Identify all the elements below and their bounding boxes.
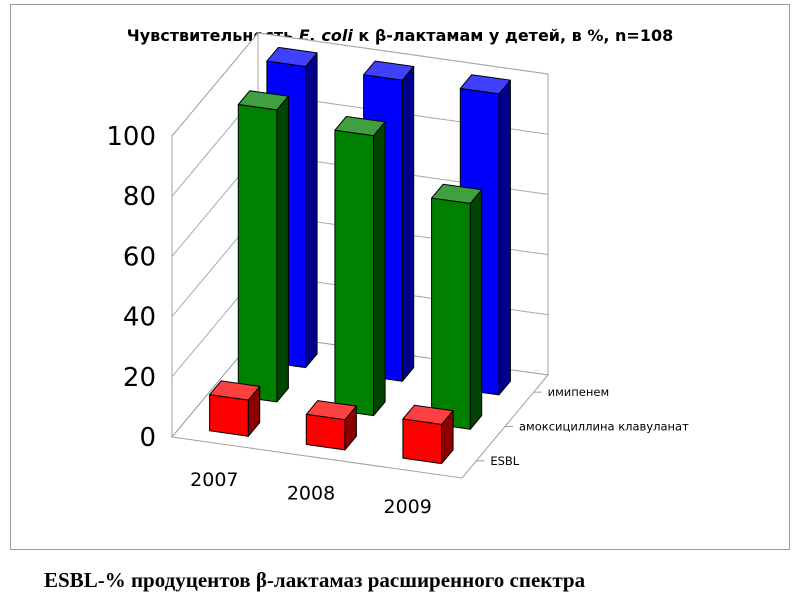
y-tick-label: 40 [123, 303, 156, 333]
bar-2007 [237, 104, 278, 403]
bar-2008 [305, 413, 346, 451]
series-label: ESBL [490, 454, 519, 468]
bar-2009 [431, 197, 471, 430]
bar-2007 [209, 394, 249, 437]
bar-2008 [334, 129, 375, 417]
y-tick-label: 100 [106, 122, 156, 152]
bar-side [276, 95, 289, 403]
y-tick-label: 0 [139, 423, 156, 453]
x-tick-label: 2009 [383, 496, 431, 518]
bar-side [498, 79, 511, 396]
bar-side [469, 189, 483, 430]
y-tick-label: 80 [123, 182, 156, 212]
x-tick-label: 2007 [190, 469, 238, 491]
series-label: амоксициллина клавуланат [519, 420, 689, 434]
chart-title-part-2: к β-лактамам у детей, в %, n=108 [352, 26, 674, 45]
bar-2009 [402, 418, 443, 465]
bar-side [373, 121, 386, 417]
gridline [171, 32, 549, 137]
y-tick-label: 60 [123, 242, 156, 272]
chart-plot-area: 0 20 40 60 80 100 2007 2008 2009 ESBL амоксициллин… [106, 31, 689, 518]
x-tick-label: 2008 [287, 483, 335, 505]
series-label: имипенем [548, 385, 610, 399]
footnote: ESBL-% продуцентов β-лактамаз расширенно… [44, 568, 586, 592]
y-tick-label: 20 [123, 363, 156, 393]
bar-side [401, 66, 415, 382]
bar-side [305, 52, 318, 369]
